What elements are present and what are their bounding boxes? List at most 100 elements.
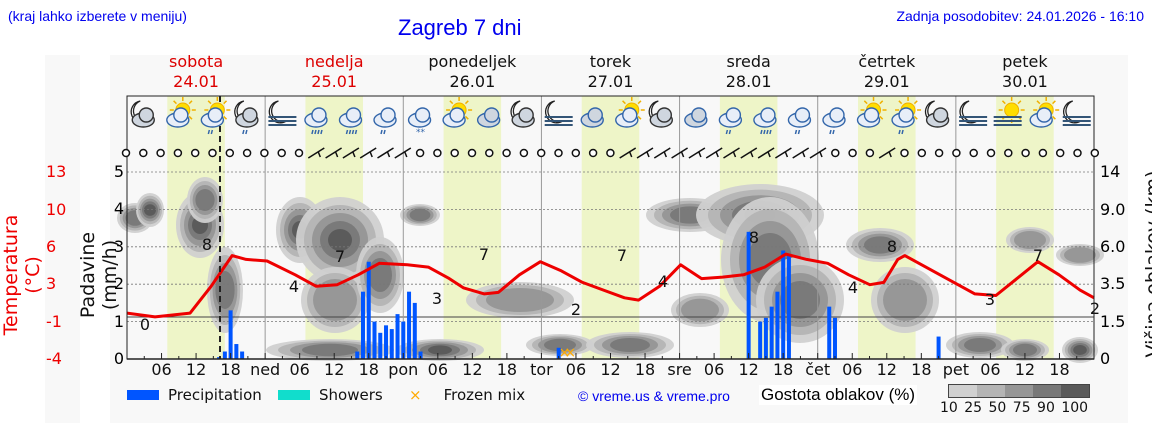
x-tick: 06	[703, 360, 725, 379]
day-name: sreda	[726, 52, 771, 71]
cloudy-icon	[476, 107, 501, 128]
y-tick: 13	[46, 162, 67, 181]
day-header-0: sobota 24.01	[136, 52, 256, 92]
x-tick: 12	[876, 360, 897, 379]
calm-wind-icon	[208, 148, 217, 158]
wind-barb-icon	[809, 147, 827, 159]
calm-wind-icon	[1055, 148, 1065, 158]
legend-frozen-mix: × Frozen mix	[409, 386, 525, 404]
day-date: 30.01	[1002, 72, 1048, 91]
wind-barb-icon	[307, 147, 325, 159]
x-tick: 06	[151, 360, 172, 379]
calm-wind-icon	[139, 148, 148, 158]
x-tick: pet	[942, 360, 969, 379]
calm-wind-icon	[225, 148, 235, 158]
calm-wind-icon	[606, 148, 615, 158]
cloudy-icon	[580, 107, 604, 128]
calm-wind-icon	[1073, 148, 1082, 158]
x-tick: 06	[427, 360, 448, 379]
svg-text:8: 8	[749, 228, 759, 247]
calm-wind-icon	[260, 148, 269, 158]
svg-text:2: 2	[571, 300, 581, 319]
x-tick: 18	[634, 360, 656, 379]
wind-barb-icon	[705, 147, 723, 159]
night-fog-icon	[1062, 100, 1091, 126]
x-tick: ned	[250, 360, 281, 379]
wind-barb-icon	[359, 147, 377, 159]
calm-wind-icon	[1090, 148, 1100, 158]
day-name: nedelja	[304, 52, 364, 71]
cloudy-icon	[684, 107, 708, 128]
calm-wind-icon	[1038, 148, 1048, 158]
x-tick: 06	[289, 360, 310, 379]
page-title: Zagreb 7 dni	[398, 15, 522, 40]
x-tick: 12	[738, 360, 759, 379]
temperature-axis-panel	[45, 55, 80, 423]
calm-wind-icon	[467, 148, 477, 158]
cloud-density-colorbar	[948, 384, 1090, 398]
calm-wind-icon	[831, 148, 840, 158]
x-tick: tor	[530, 360, 553, 379]
calm-wind-icon	[934, 148, 944, 158]
calm-wind-icon	[433, 148, 442, 158]
day-name: ponedeljek	[428, 52, 517, 71]
svg-text:×: ×	[559, 345, 571, 361]
night-cloudy-icon	[648, 100, 674, 128]
wind-barb-icon	[740, 147, 758, 159]
wind-barb-icon	[688, 147, 706, 159]
day-date: 27.01	[587, 72, 634, 91]
calm-wind-icon	[173, 148, 183, 158]
x-tick: 12	[185, 360, 207, 379]
wind-barb-icon	[653, 147, 671, 159]
y-tick: 9.0	[1100, 200, 1126, 219]
wind-barb-icon	[775, 147, 792, 159]
partly-sunny-icon	[856, 97, 887, 128]
calm-wind-icon	[121, 148, 131, 158]
night-cloudy-icon	[510, 100, 535, 128]
calm-wind-icon	[571, 148, 581, 158]
legend-precipitation: Precipitation	[127, 386, 262, 404]
y-tick: 0	[1100, 349, 1111, 368]
last-updated: Zadnja posodobitev: 24.01.2026 - 16:10	[896, 8, 1144, 24]
calm-wind-icon	[485, 148, 494, 158]
calm-wind-icon	[986, 148, 996, 158]
y-tick: 2	[113, 274, 124, 294]
y-tick: 3	[46, 274, 57, 293]
copyright-link[interactable]: © vreme.us & vreme.pro	[578, 388, 730, 404]
cloudy-snow-icon: **	[407, 107, 432, 138]
calm-wind-icon	[848, 148, 857, 158]
x-tick: sre	[667, 360, 692, 379]
day-header-5: četrtek 29.01	[827, 52, 947, 92]
day-header-3: torek 27.01	[551, 52, 671, 92]
y-tick: -1	[46, 312, 62, 331]
cloud-density-ticks: 10 25 50 75 90 100	[940, 400, 1089, 416]
showers-swatch	[278, 390, 310, 400]
wind-barb-icon	[325, 147, 342, 159]
wind-barb-icon	[671, 147, 688, 159]
cloud-density-label: Gostota oblakov (%)	[759, 385, 918, 405]
svg-text:×: ×	[564, 345, 576, 361]
legend-label: Precipitation	[168, 386, 262, 404]
calm-wind-icon	[1004, 148, 1013, 158]
x-tick: 06	[842, 360, 863, 379]
legend-label: Frozen mix	[443, 386, 526, 404]
svg-text:7: 7	[617, 246, 627, 265]
cloudy-drizzle-icon	[822, 107, 846, 135]
y-tick: 3	[113, 236, 124, 256]
calm-wind-icon	[156, 148, 165, 158]
wind-barb-icon	[394, 147, 412, 159]
svg-text:2: 2	[1090, 299, 1100, 318]
svg-text:7: 7	[1033, 246, 1043, 265]
y-tick: 6.0	[1100, 237, 1126, 256]
cloud-height-axis-label: Višina oblakov (km)	[1142, 170, 1152, 358]
sun-fog-icon	[993, 97, 1025, 126]
x-tick: 12	[600, 360, 621, 379]
svg-text:**: **	[416, 128, 426, 138]
night-cloudy-drizzle-icon	[234, 100, 259, 135]
x-tick: 12	[462, 360, 483, 379]
calm-wind-icon	[969, 148, 978, 158]
partly-sunny-icon	[1029, 97, 1060, 128]
day-name: torek	[589, 52, 632, 71]
y-tick: 1	[113, 311, 124, 331]
partly-sunny-drizzle-icon	[200, 97, 231, 135]
